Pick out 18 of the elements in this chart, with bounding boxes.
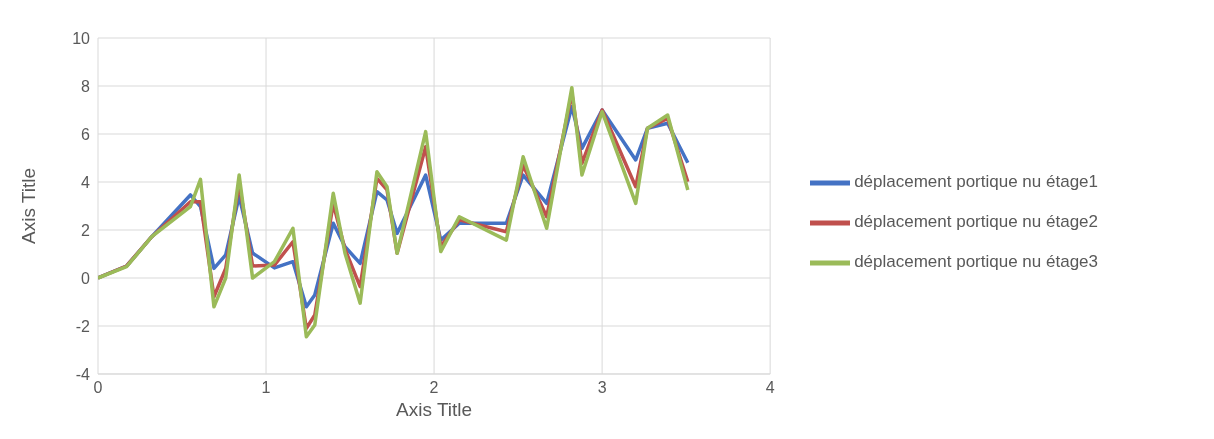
y-tick-label: -4 — [75, 365, 91, 383]
y-axis-title: Axis Title — [17, 167, 39, 245]
y-tick-label: 4 — [81, 173, 91, 191]
x-tick-label: 1 — [261, 379, 271, 397]
x-tick-label: 2 — [429, 379, 439, 397]
y-tick-label: 0 — [81, 269, 91, 287]
y-tick-label: 2 — [81, 221, 91, 239]
x-axis-title: Axis Title — [396, 399, 473, 420]
y-tick-label: 10 — [72, 29, 91, 47]
legend-label: déplacement portique nu étage2 — [854, 212, 1098, 232]
y-tick-label: -2 — [75, 317, 91, 335]
legend-label: déplacement portique nu étage3 — [854, 252, 1098, 272]
y-tick-label: 8 — [81, 77, 91, 95]
x-tick-label: 3 — [597, 379, 607, 397]
x-tick-label: 4 — [765, 379, 775, 397]
legend-label: déplacement portique nu étage1 — [854, 172, 1098, 192]
y-tick-label: 6 — [81, 125, 91, 143]
x-tick-label: 0 — [93, 379, 103, 397]
